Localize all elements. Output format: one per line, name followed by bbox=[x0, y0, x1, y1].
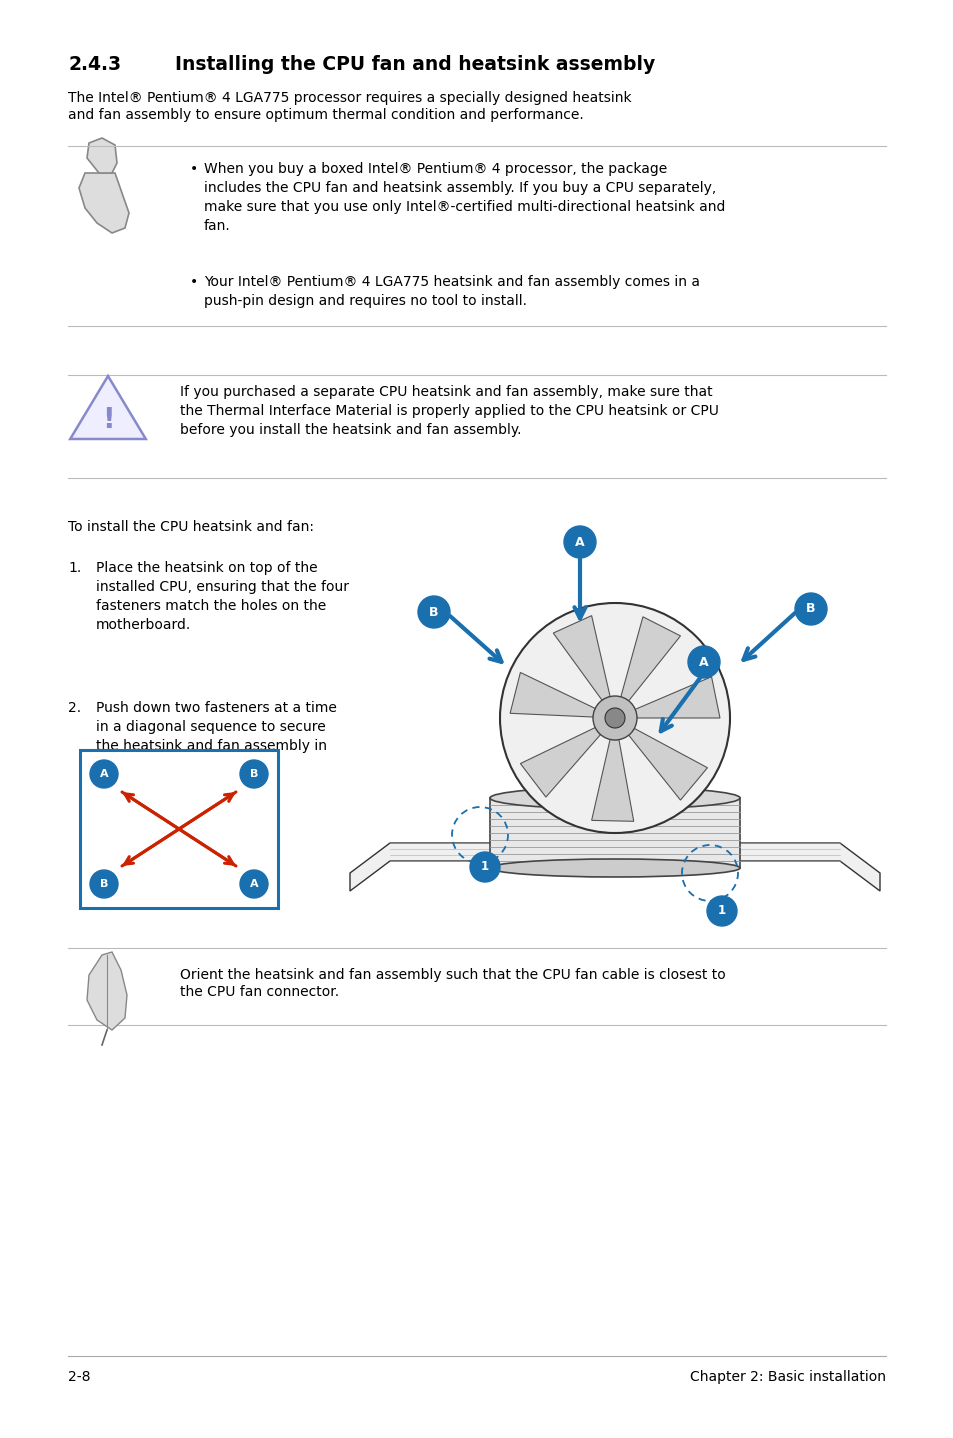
Text: To install the CPU heatsink and fan:: To install the CPU heatsink and fan: bbox=[68, 521, 314, 533]
Text: 2.: 2. bbox=[68, 700, 81, 715]
Text: Chapter 2: Basic installation: Chapter 2: Basic installation bbox=[689, 1370, 885, 1383]
Text: 2.4.3: 2.4.3 bbox=[68, 55, 121, 73]
Text: Your Intel® Pentium® 4 LGA775 heatsink and fan assembly comes in a
push-pin desi: Your Intel® Pentium® 4 LGA775 heatsink a… bbox=[204, 275, 700, 308]
Text: A: A bbox=[99, 769, 109, 779]
Text: •: • bbox=[190, 162, 198, 175]
Circle shape bbox=[604, 707, 624, 728]
Text: 1: 1 bbox=[480, 860, 489, 873]
Text: When you buy a boxed Intel® Pentium® 4 processor, the package
includes the CPU f: When you buy a boxed Intel® Pentium® 4 p… bbox=[204, 162, 724, 233]
Text: A: A bbox=[250, 879, 258, 889]
Text: A: A bbox=[699, 656, 708, 669]
Polygon shape bbox=[71, 375, 146, 439]
Circle shape bbox=[593, 696, 637, 741]
Text: B: B bbox=[429, 605, 438, 618]
Text: The Intel® Pentium® 4 LGA775 processor requires a specially designed heatsink: The Intel® Pentium® 4 LGA775 processor r… bbox=[68, 91, 631, 105]
Text: Installing the CPU fan and heatsink assembly: Installing the CPU fan and heatsink asse… bbox=[174, 55, 655, 73]
Bar bbox=[490, 798, 740, 869]
Circle shape bbox=[499, 603, 729, 833]
Text: B: B bbox=[100, 879, 108, 889]
Circle shape bbox=[240, 870, 268, 897]
Circle shape bbox=[794, 592, 826, 626]
Text: •: • bbox=[190, 275, 198, 289]
Text: !: ! bbox=[102, 406, 114, 434]
Circle shape bbox=[470, 851, 499, 881]
Text: B: B bbox=[250, 769, 258, 779]
Circle shape bbox=[687, 646, 720, 677]
Polygon shape bbox=[635, 677, 720, 718]
Text: Push down two fasteners at a time
in a diagonal sequence to secure
the heatsink : Push down two fasteners at a time in a d… bbox=[96, 700, 336, 772]
Text: Orient the heatsink and fan assembly such that the CPU fan cable is closest to: Orient the heatsink and fan assembly suc… bbox=[180, 968, 725, 982]
Polygon shape bbox=[519, 728, 599, 797]
Circle shape bbox=[90, 761, 118, 788]
Ellipse shape bbox=[490, 787, 740, 810]
Circle shape bbox=[706, 896, 737, 926]
Polygon shape bbox=[510, 673, 595, 718]
Circle shape bbox=[240, 761, 268, 788]
Polygon shape bbox=[620, 617, 679, 700]
Text: Place the heatsink on top of the
installed CPU, ensuring that the four
fasteners: Place the heatsink on top of the install… bbox=[96, 561, 349, 631]
Text: B: B bbox=[805, 603, 815, 615]
Polygon shape bbox=[628, 729, 707, 800]
Polygon shape bbox=[87, 952, 127, 1030]
Text: 2-8: 2-8 bbox=[68, 1370, 91, 1383]
Polygon shape bbox=[350, 843, 879, 892]
Polygon shape bbox=[87, 138, 117, 173]
Text: and fan assembly to ensure optimum thermal condition and performance.: and fan assembly to ensure optimum therm… bbox=[68, 108, 583, 122]
Bar bbox=[80, 751, 277, 907]
Text: 1: 1 bbox=[718, 905, 725, 917]
Text: 1.: 1. bbox=[68, 561, 81, 575]
Circle shape bbox=[417, 595, 450, 628]
Polygon shape bbox=[79, 173, 129, 233]
Polygon shape bbox=[553, 615, 610, 700]
Text: the CPU fan connector.: the CPU fan connector. bbox=[180, 985, 338, 999]
Text: A: A bbox=[575, 535, 584, 548]
Polygon shape bbox=[591, 739, 633, 821]
Ellipse shape bbox=[490, 858, 740, 877]
Circle shape bbox=[90, 870, 118, 897]
Circle shape bbox=[563, 526, 596, 558]
Text: If you purchased a separate CPU heatsink and fan assembly, make sure that
the Th: If you purchased a separate CPU heatsink… bbox=[180, 385, 719, 437]
